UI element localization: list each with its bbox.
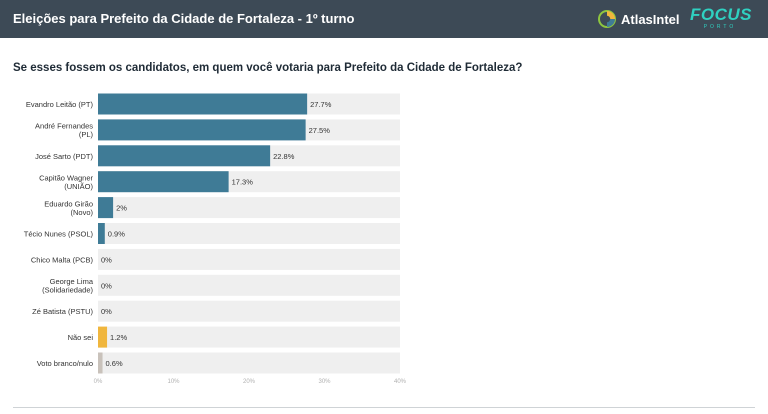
bar-track (98, 274, 400, 296)
data-label: 27.7% (310, 100, 332, 109)
category-label: José Sarto (PDT) (35, 152, 93, 161)
data-label: 0% (101, 255, 112, 264)
atlasintel-logo-icon (598, 10, 616, 28)
bar (98, 171, 229, 193)
category-label: Evandro Leitão (PT) (26, 100, 94, 109)
footer-divider (13, 407, 755, 408)
bar (98, 119, 306, 141)
data-label: 27.5% (309, 126, 331, 135)
bar-track (98, 223, 400, 244)
category-label: Técio Nunes (PSOL) (24, 230, 94, 239)
x-tick-label: 30% (318, 379, 331, 385)
data-label: 22.8% (273, 152, 295, 161)
focus-logo: FOCUS PORTO (690, 5, 752, 33)
focus-logo-subtext: PORTO (703, 24, 737, 30)
chart-title: Se esses fossem os candidatos, em quem v… (13, 62, 523, 74)
bar (98, 93, 308, 115)
category-label: Capitão Wagner (UNIÃO) (39, 173, 93, 191)
bar (98, 352, 103, 374)
page-title: Eleições para Prefeito da Cidade de Fort… (13, 11, 355, 26)
data-label: 1.2% (110, 333, 127, 342)
category-label: Eduardo Girão (Novo) (44, 199, 93, 217)
bar-track (98, 352, 400, 374)
bar-track (98, 248, 400, 270)
data-label: 0% (101, 281, 112, 290)
bar (98, 223, 105, 244)
x-tick-label: 40% (394, 379, 407, 385)
category-label: Chico Malta (PCB) (31, 255, 94, 264)
bar-track (98, 300, 400, 322)
data-label: 17.3% (232, 178, 254, 187)
atlasintel-logo: AtlasIntel (598, 9, 680, 29)
category-label: Voto branco/nulo (37, 359, 93, 368)
data-label: 0% (101, 307, 112, 316)
x-tick-label: 0% (94, 379, 103, 385)
category-label: Zé Batista (PSTU) (32, 307, 93, 316)
data-label: 2% (116, 204, 127, 213)
data-label: 0.6% (106, 359, 123, 368)
category-label: Não sei (68, 333, 94, 342)
x-tick-label: 10% (167, 379, 180, 385)
category-label: André Fernandes (PL) (35, 122, 93, 140)
bar-track (98, 197, 400, 219)
x-tick-label: 20% (243, 379, 256, 385)
bar (98, 145, 271, 167)
bar-track (98, 326, 400, 348)
category-label: George Lima (Solidariedade) (42, 277, 94, 295)
bar (98, 326, 108, 348)
data-label: 0.9% (108, 230, 125, 239)
atlasintel-logo-text: AtlasIntel (621, 11, 680, 27)
bar (98, 197, 114, 219)
header-bar: Eleições para Prefeito da Cidade de Fort… (0, 0, 768, 38)
focus-logo-text: FOCUS (690, 5, 752, 24)
